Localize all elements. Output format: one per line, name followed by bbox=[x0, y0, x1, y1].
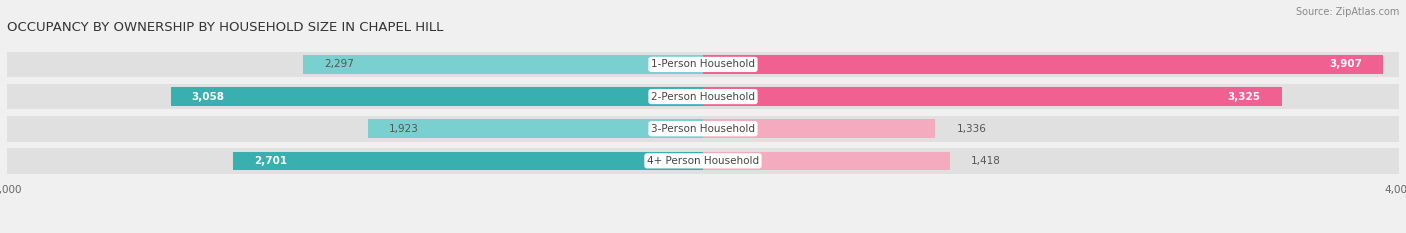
Legend: Owner-occupied, Renter-occupied: Owner-occupied, Renter-occupied bbox=[588, 230, 818, 233]
Text: 2-Person Household: 2-Person Household bbox=[651, 92, 755, 102]
Bar bbox=[233, 151, 703, 170]
Bar bbox=[7, 84, 703, 110]
Text: 3-Person Household: 3-Person Household bbox=[651, 124, 755, 134]
Bar bbox=[703, 151, 949, 170]
Text: 1,336: 1,336 bbox=[956, 124, 986, 134]
Bar bbox=[7, 51, 703, 77]
Text: 1,923: 1,923 bbox=[389, 124, 419, 134]
Text: OCCUPANCY BY OWNERSHIP BY HOUSEHOLD SIZE IN CHAPEL HILL: OCCUPANCY BY OWNERSHIP BY HOUSEHOLD SIZE… bbox=[7, 21, 443, 34]
Text: 3,058: 3,058 bbox=[191, 92, 225, 102]
Text: 2,297: 2,297 bbox=[325, 59, 354, 69]
Bar bbox=[703, 55, 1382, 74]
Text: 3,325: 3,325 bbox=[1227, 92, 1261, 102]
Bar bbox=[703, 119, 935, 138]
Bar bbox=[172, 87, 703, 106]
Bar bbox=[7, 116, 703, 142]
Bar bbox=[703, 51, 1399, 77]
Bar bbox=[703, 148, 1399, 174]
Bar bbox=[703, 84, 1399, 110]
Text: 1-Person Household: 1-Person Household bbox=[651, 59, 755, 69]
Text: 3,907: 3,907 bbox=[1329, 59, 1362, 69]
Bar bbox=[703, 87, 1281, 106]
Text: 2,701: 2,701 bbox=[254, 156, 287, 166]
Text: 4+ Person Household: 4+ Person Household bbox=[647, 156, 759, 166]
Bar bbox=[7, 148, 703, 174]
Text: 1,418: 1,418 bbox=[970, 156, 1001, 166]
Bar bbox=[368, 119, 703, 138]
Text: Source: ZipAtlas.com: Source: ZipAtlas.com bbox=[1295, 7, 1399, 17]
Bar bbox=[304, 55, 703, 74]
Bar bbox=[703, 116, 1399, 142]
